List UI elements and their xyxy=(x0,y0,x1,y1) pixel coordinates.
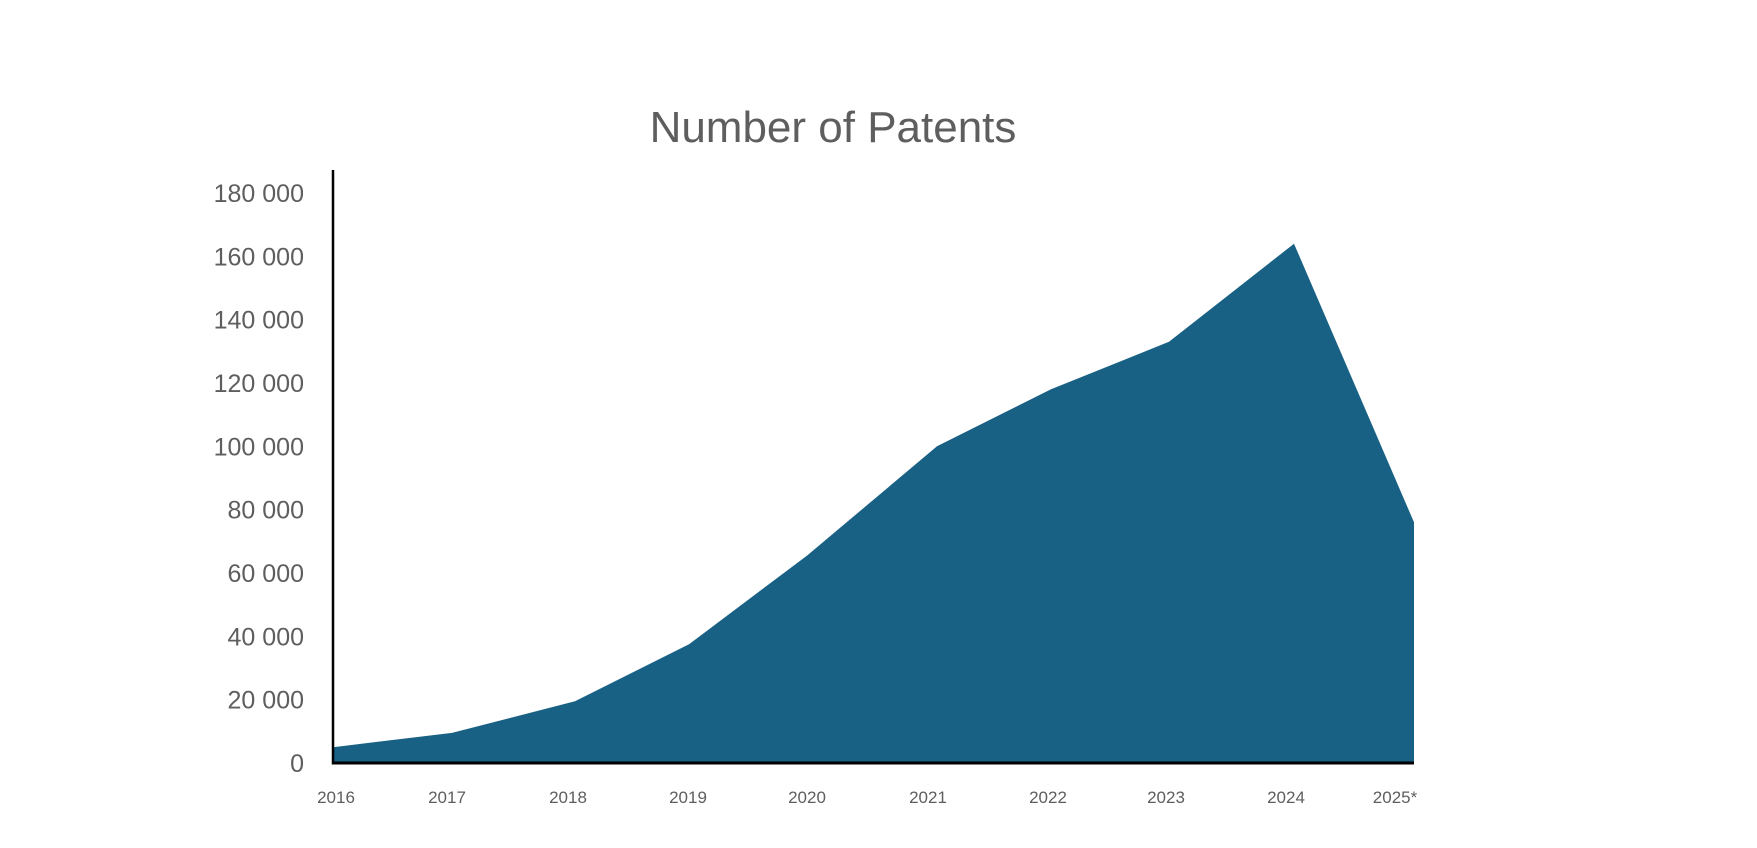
y-tick-label: 20 000 xyxy=(228,687,304,715)
x-tick-label: 2023 xyxy=(1147,788,1185,807)
x-tick-label: 2017 xyxy=(428,788,466,807)
y-tick-label: 120 000 xyxy=(214,370,304,398)
y-tick-label: 60 000 xyxy=(228,560,304,588)
x-tick-label: 2016 xyxy=(317,788,355,807)
x-tick-label: 2022 xyxy=(1029,788,1067,807)
y-tick-label: 160 000 xyxy=(214,243,304,271)
y-tick-label: 100 000 xyxy=(214,433,304,461)
chart-title: Number of Patents xyxy=(650,103,1017,152)
x-tick-label: 2021 xyxy=(909,788,947,807)
x-tick-label: 2018 xyxy=(549,788,587,807)
x-tick-label: 2019 xyxy=(669,788,707,807)
x-tick-label: 2020 xyxy=(788,788,826,807)
area-series xyxy=(333,243,1414,763)
x-tick-label: 2024 xyxy=(1267,788,1305,807)
y-tick-label: 40 000 xyxy=(228,623,304,651)
x-tick-label: 2025* xyxy=(1373,788,1418,807)
y-tick-label: 140 000 xyxy=(214,307,304,335)
y-tick-label: 80 000 xyxy=(228,497,304,525)
y-tick-label: 0 xyxy=(290,750,304,778)
y-tick-label: 180 000 xyxy=(214,180,304,208)
